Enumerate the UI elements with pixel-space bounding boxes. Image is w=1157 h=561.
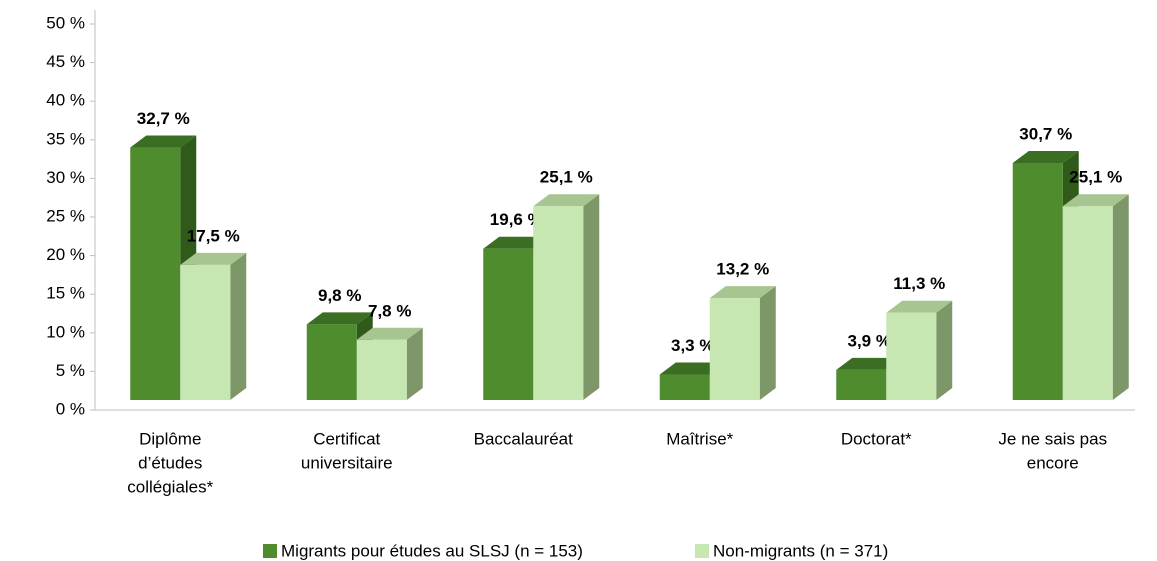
y-tick-label: 0 %: [56, 399, 85, 418]
value-label: 11,3 %: [893, 274, 945, 293]
bar-side: [583, 194, 600, 400]
bar-front: [886, 312, 937, 400]
value-label: 30,7 %: [1019, 124, 1072, 143]
bar: [709, 286, 776, 400]
bar-side: [230, 252, 247, 400]
value-label: 17,5 %: [187, 226, 240, 245]
bar-side: [1112, 194, 1129, 400]
bar-front: [1062, 206, 1113, 400]
x-tick-label: Diplôme: [139, 429, 201, 448]
legend-swatch: [263, 544, 277, 558]
y-tick-label: 40 %: [46, 91, 85, 110]
legend-label: Migrants pour études au SLSJ (n = 153): [281, 541, 583, 560]
bar-top: [836, 357, 903, 370]
value-label: 3,9 %: [848, 331, 891, 350]
bar-front: [306, 324, 357, 400]
legend-label: Non-migrants (n = 371): [713, 541, 888, 560]
bar-top: [130, 135, 197, 148]
bar-side: [936, 300, 953, 400]
bar-top: [180, 252, 247, 265]
bar-front: [533, 206, 584, 400]
x-tick-label: Baccalauréat: [474, 429, 574, 448]
bar: [1062, 194, 1129, 400]
legend-swatch: [695, 544, 709, 558]
bar-side: [406, 327, 423, 400]
bar-front: [1012, 162, 1063, 400]
y-tick-label: 35 %: [46, 129, 85, 148]
y-tick-label: 15 %: [46, 284, 85, 303]
bar-front: [709, 298, 760, 400]
bar: [886, 300, 953, 400]
value-label: 7,8 %: [368, 301, 411, 320]
y-tick-label: 45 %: [46, 52, 85, 71]
bar-top: [483, 236, 550, 249]
y-tick-label: 25 %: [46, 206, 85, 225]
bar-side: [759, 286, 776, 400]
x-tick-label: d’études: [138, 453, 202, 472]
bar-front: [356, 339, 407, 400]
y-tick-label: 10 %: [46, 322, 85, 341]
bar-top: [659, 362, 726, 375]
bar-front: [180, 264, 231, 400]
value-label: 9,8 %: [318, 286, 361, 305]
bar: [533, 194, 600, 400]
x-tick-label: encore: [1027, 453, 1079, 472]
x-tick-label: collégiales*: [127, 477, 213, 496]
bar-top: [533, 194, 600, 207]
bar-top: [1012, 150, 1079, 163]
y-tick-label: 30 %: [46, 168, 85, 187]
bar-top: [356, 327, 423, 340]
y-tick-label: 20 %: [46, 245, 85, 264]
bar-top: [886, 300, 953, 313]
bar: [180, 252, 247, 400]
value-label: 25,1 %: [1069, 168, 1122, 187]
bar-top: [1062, 194, 1129, 207]
bar-front: [836, 369, 887, 400]
bar-top: [709, 286, 776, 299]
value-label: 19,6 %: [490, 210, 543, 229]
x-tick-label: Maîtrise*: [666, 429, 733, 448]
bar-front: [130, 147, 181, 400]
value-label: 3,3 %: [671, 336, 714, 355]
value-label: 25,1 %: [540, 168, 593, 187]
value-label: 32,7 %: [137, 109, 190, 128]
x-tick-label: universitaire: [301, 453, 393, 472]
x-tick-label: Doctorat*: [841, 429, 912, 448]
bar: [356, 327, 423, 400]
bar-top: [306, 312, 373, 325]
y-tick-label: 5 %: [56, 361, 85, 380]
x-tick-label: Certificat: [313, 429, 380, 448]
y-tick-label: 50 %: [46, 13, 85, 32]
value-label: 13,2 %: [716, 260, 769, 279]
bar-front: [483, 248, 534, 400]
bar-front: [659, 374, 710, 400]
x-tick-label: Je ne sais pas: [998, 429, 1107, 448]
